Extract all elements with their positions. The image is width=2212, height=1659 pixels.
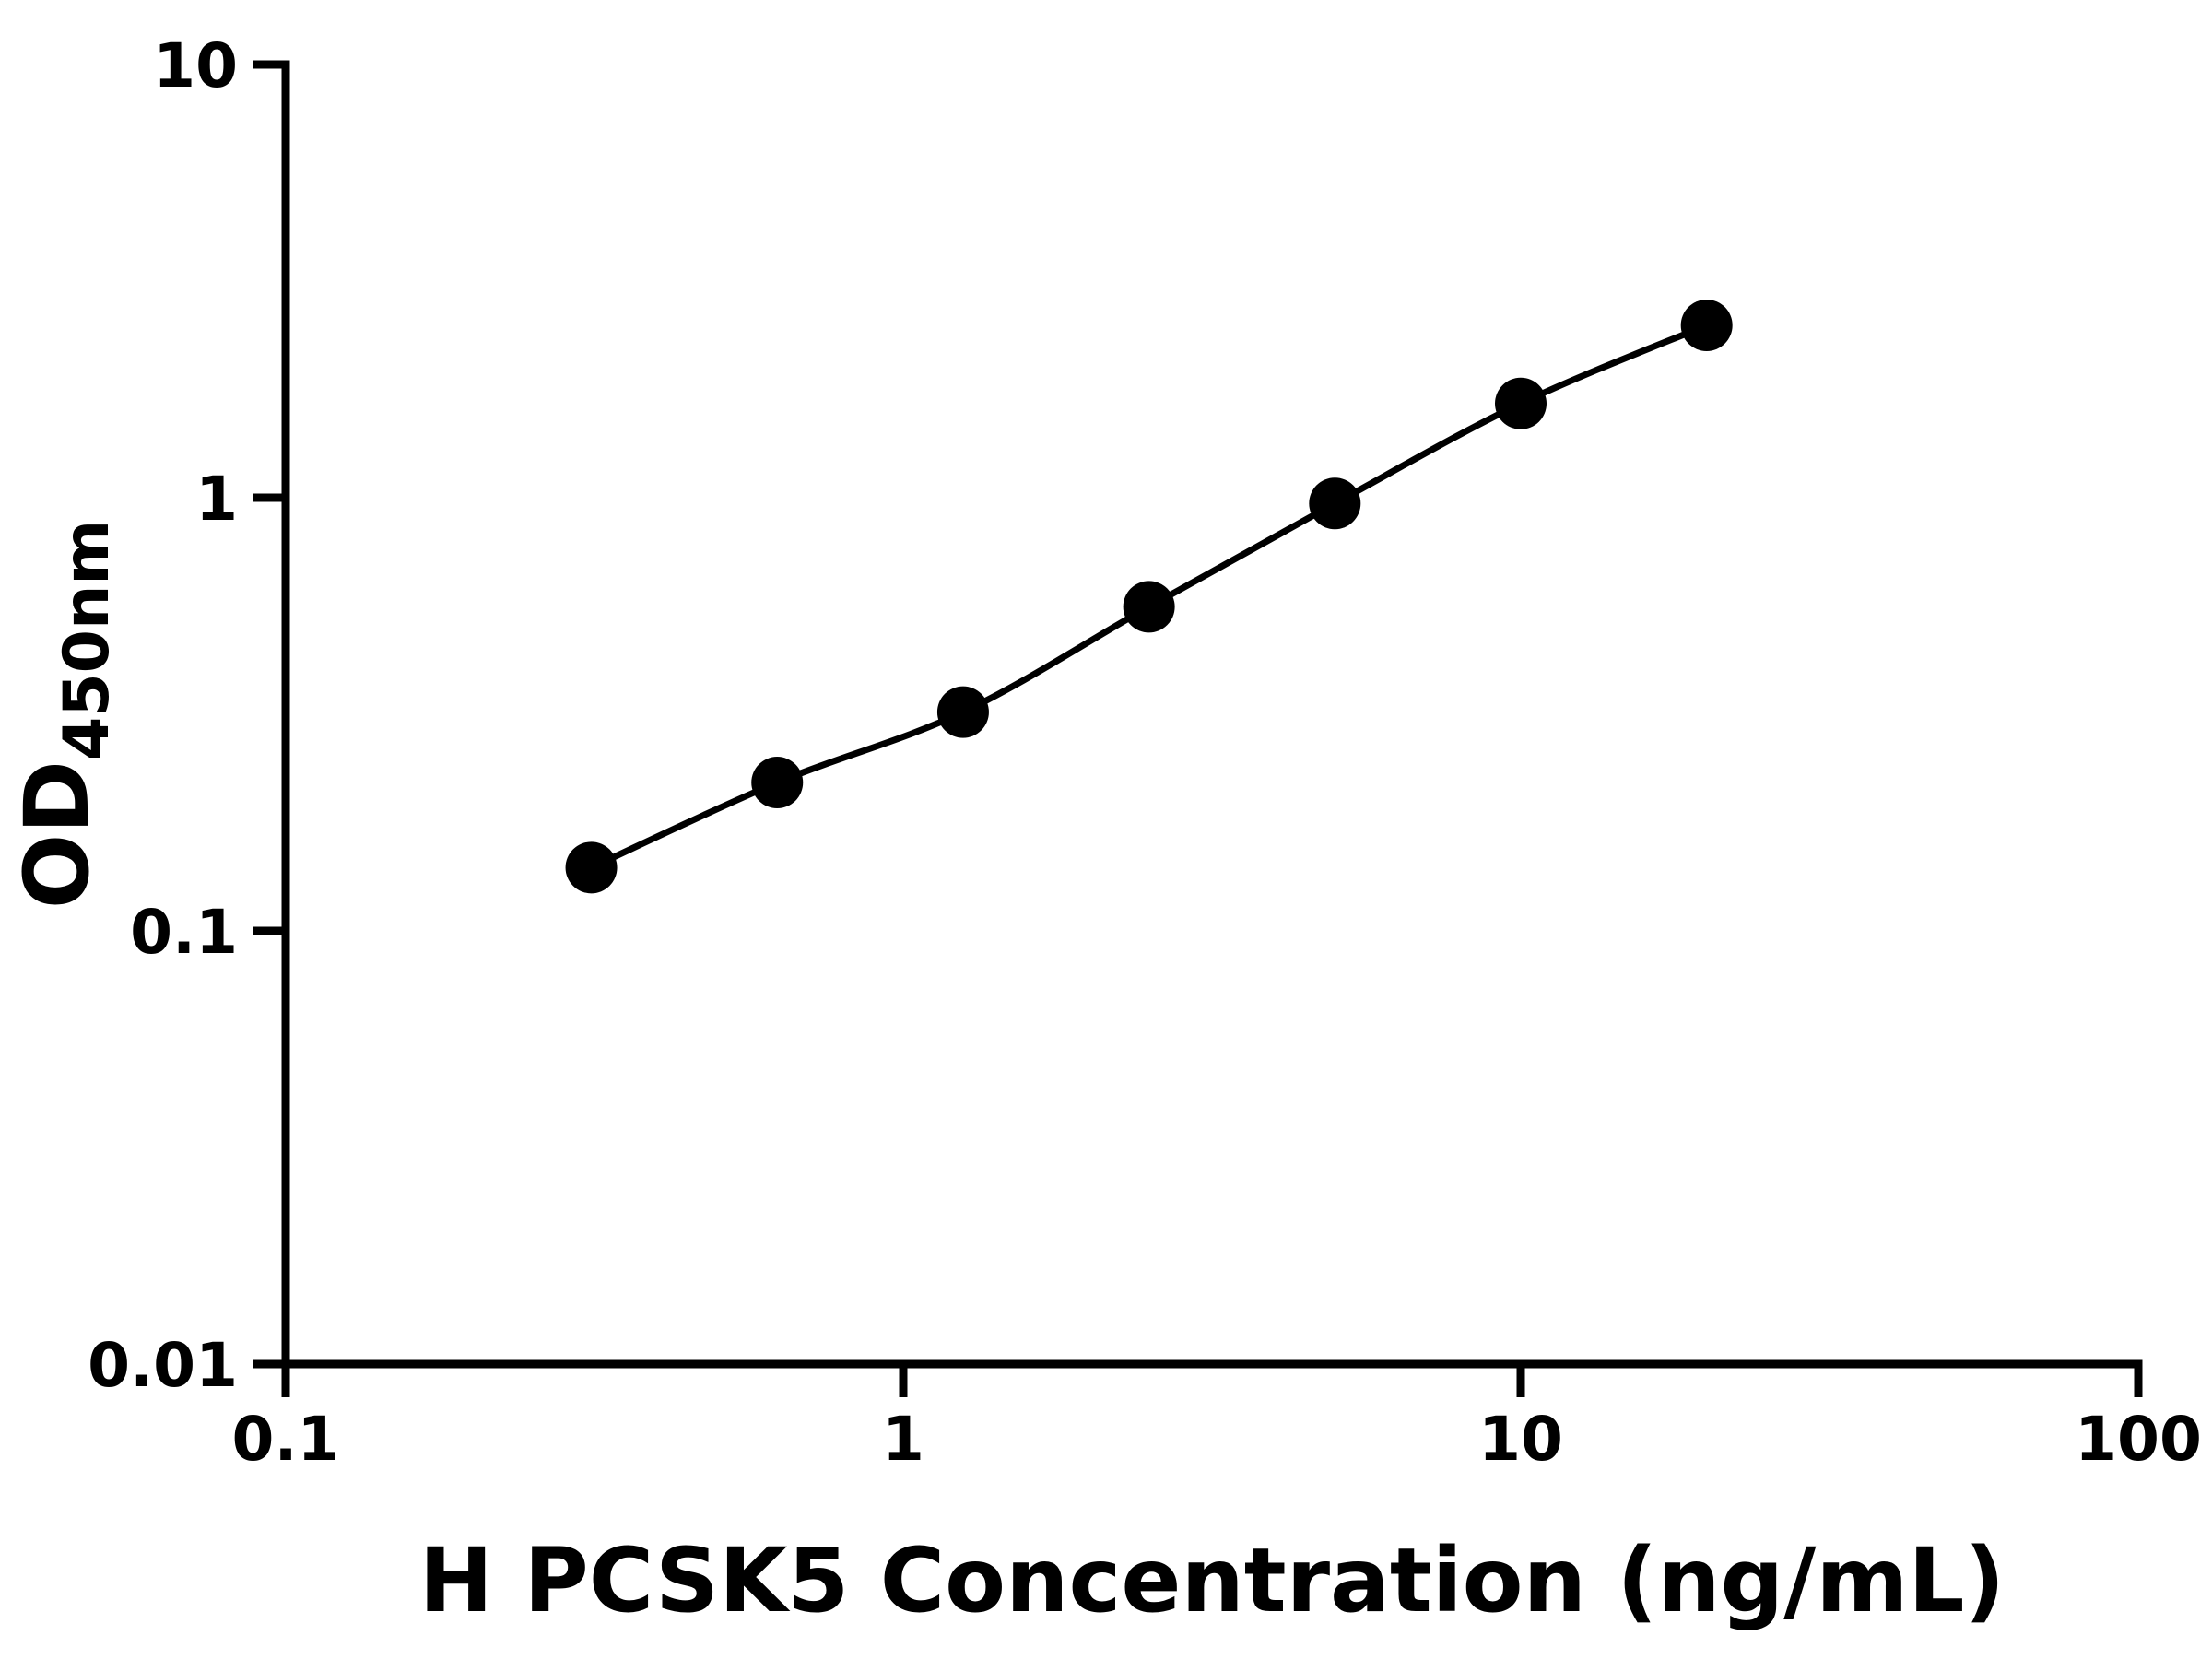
y-axis-title-main: OD bbox=[6, 760, 109, 909]
x-axis-tick-label: 10 bbox=[1478, 1404, 1563, 1475]
x-axis-tick-label: 0.1 bbox=[232, 1404, 340, 1475]
x-axis-tick-label: 1 bbox=[882, 1404, 924, 1475]
data-point-marker bbox=[1680, 299, 1733, 351]
axis-spines bbox=[281, 60, 2143, 1369]
data-point-marker bbox=[1495, 377, 1547, 429]
data-point-marker bbox=[1123, 581, 1175, 633]
y-axis-title-subscript: 450nm bbox=[51, 520, 124, 760]
y-axis-tick-label: 10 bbox=[153, 30, 238, 101]
data-point-marker bbox=[751, 757, 804, 809]
x-axis-title: H PCSK5 Concentration (ng/mL) bbox=[419, 1529, 2006, 1632]
y-axis-tick-label: 1 bbox=[195, 464, 238, 535]
y-axis-tick-label: 0.1 bbox=[130, 897, 238, 968]
x-axis-tick-label: 100 bbox=[2075, 1404, 2202, 1475]
data-point-marker bbox=[936, 686, 989, 738]
data-point-marker bbox=[1309, 477, 1361, 530]
y-axis-title: OD450nm bbox=[6, 520, 124, 910]
data-point-marker bbox=[565, 841, 618, 894]
y-axis-tick-label: 0.01 bbox=[88, 1330, 238, 1401]
